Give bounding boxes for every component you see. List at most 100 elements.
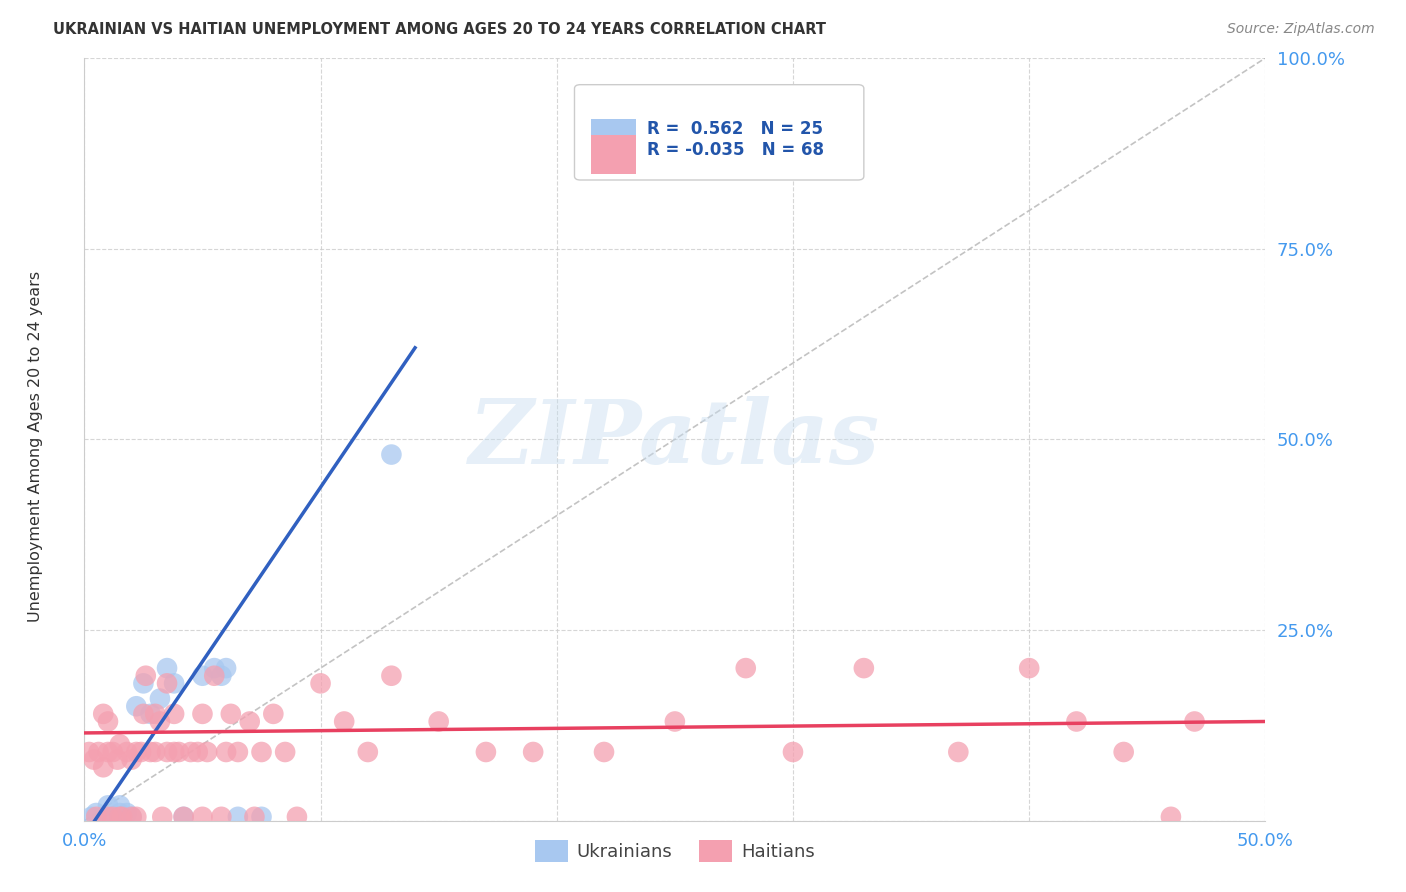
Point: [97, 798, 120, 813]
Point: [125, 810, 148, 824]
Text: ZIPatlas: ZIPatlas: [470, 396, 880, 483]
Point: [143, 706, 166, 721]
Point: [262, 706, 284, 721]
Point: [111, 810, 134, 824]
Point: [108, 798, 131, 813]
Point: [1112, 745, 1135, 759]
Point: [108, 810, 131, 824]
Point: [163, 745, 186, 759]
Point: [226, 810, 249, 824]
Point: [84, 810, 107, 824]
FancyBboxPatch shape: [591, 135, 636, 174]
Point: [309, 676, 332, 690]
Point: [101, 745, 124, 759]
Point: [1018, 661, 1040, 675]
Text: UKRAINIAN VS HAITIAN UNEMPLOYMENT AMONG AGES 20 TO 24 YEARS CORRELATION CHART: UKRAINIAN VS HAITIAN UNEMPLOYMENT AMONG …: [53, 22, 827, 37]
Point: [108, 737, 131, 751]
Point: [83, 753, 105, 767]
Point: [115, 805, 138, 820]
Point: [357, 745, 380, 759]
Point: [132, 706, 155, 721]
Point: [156, 745, 179, 759]
Point: [191, 669, 214, 683]
Point: [125, 745, 148, 759]
Point: [149, 714, 172, 729]
Point: [1160, 810, 1182, 824]
Point: [91, 810, 114, 824]
Point: [156, 676, 179, 690]
Point: [167, 745, 190, 759]
Point: [84, 805, 107, 820]
FancyBboxPatch shape: [575, 85, 863, 180]
Point: [101, 810, 124, 824]
Point: [173, 810, 195, 824]
Point: [187, 745, 209, 759]
Point: [852, 661, 875, 675]
Point: [209, 669, 232, 683]
Point: [226, 745, 249, 759]
Point: [129, 745, 152, 759]
Point: [173, 810, 195, 824]
Point: [121, 753, 143, 767]
Text: Unemployment Among Ages 20 to 24 years: Unemployment Among Ages 20 to 24 years: [28, 270, 42, 622]
Point: [77, 745, 100, 759]
Point: [115, 745, 138, 759]
Point: [163, 706, 186, 721]
Point: [664, 714, 686, 729]
Point: [121, 810, 143, 824]
Point: [139, 706, 162, 721]
Point: [135, 669, 157, 683]
Point: [250, 810, 273, 824]
Point: [191, 810, 214, 824]
Point: [209, 810, 232, 824]
Point: [215, 661, 238, 675]
Point: [87, 745, 110, 759]
Point: [108, 805, 131, 820]
Text: R = -0.035   N = 68: R = -0.035 N = 68: [647, 141, 824, 159]
Point: [1184, 714, 1206, 729]
Point: [285, 810, 308, 824]
Point: [202, 669, 225, 683]
Point: [191, 706, 214, 721]
Point: [948, 745, 970, 759]
Point: [91, 706, 114, 721]
Point: [132, 676, 155, 690]
Legend: Ukrainians, Haitians: Ukrainians, Haitians: [527, 832, 823, 869]
Point: [734, 661, 756, 675]
Point: [782, 745, 804, 759]
Point: [219, 706, 242, 721]
Point: [125, 699, 148, 714]
Point: [215, 745, 238, 759]
Point: [180, 745, 202, 759]
Point: [107, 753, 129, 767]
Point: [149, 691, 172, 706]
Point: [91, 760, 114, 774]
Point: [274, 745, 297, 759]
Text: R =  0.562   N = 25: R = 0.562 N = 25: [647, 120, 823, 137]
Point: [195, 745, 218, 759]
Point: [202, 661, 225, 675]
Text: Source: ZipAtlas.com: Source: ZipAtlas.com: [1227, 22, 1375, 37]
Point: [150, 810, 173, 824]
Point: [121, 810, 143, 824]
Point: [688, 89, 710, 103]
Point: [250, 745, 273, 759]
Point: [97, 810, 120, 824]
Point: [522, 745, 544, 759]
FancyBboxPatch shape: [591, 119, 636, 158]
Point: [156, 661, 179, 675]
Point: [380, 669, 402, 683]
Point: [475, 745, 498, 759]
Point: [427, 714, 450, 729]
Point: [97, 714, 120, 729]
Point: [143, 745, 166, 759]
Point: [97, 745, 120, 759]
Point: [380, 448, 402, 462]
Point: [80, 810, 103, 824]
Point: [243, 810, 266, 824]
Point: [1066, 714, 1088, 729]
Point: [101, 810, 124, 824]
Point: [593, 745, 616, 759]
Point: [139, 745, 162, 759]
Point: [333, 714, 356, 729]
